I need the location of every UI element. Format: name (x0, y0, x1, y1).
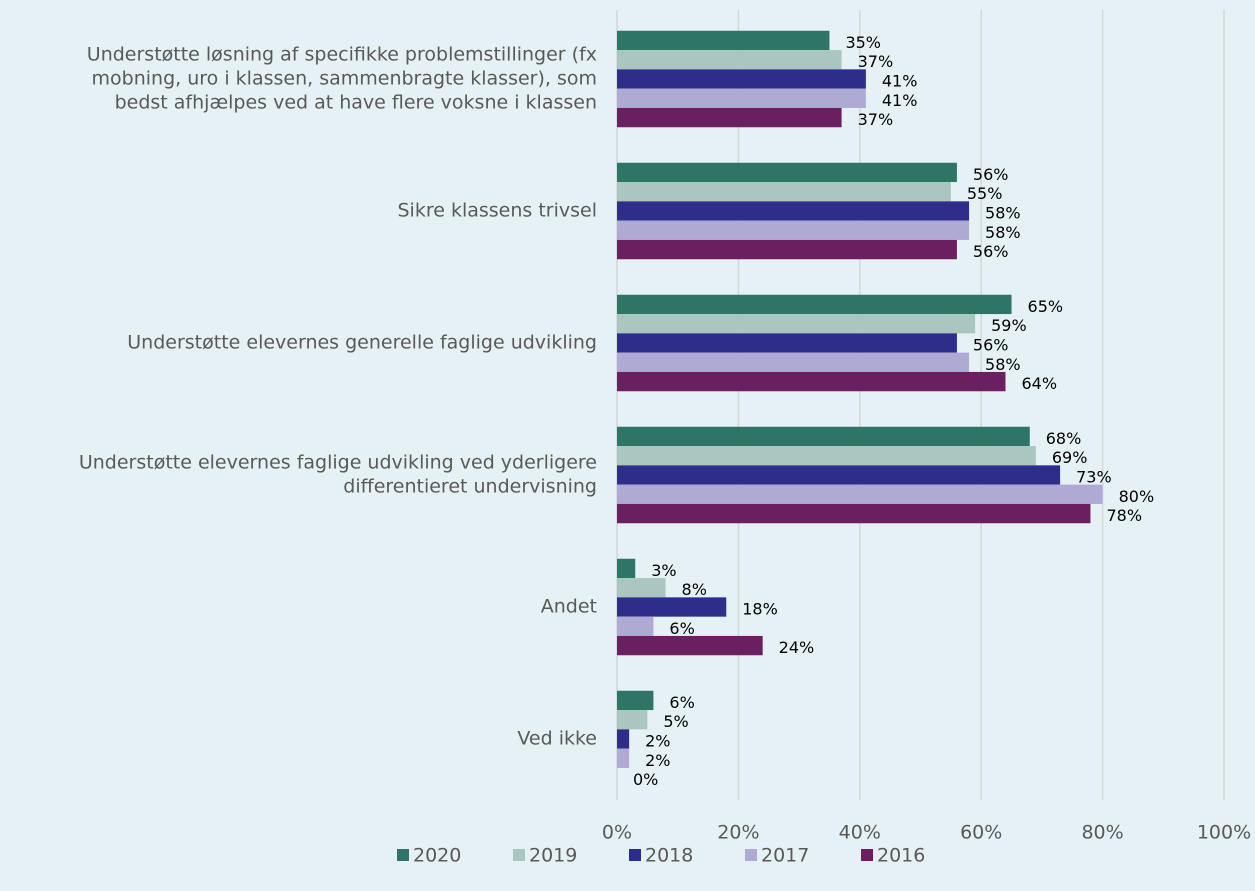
category-label: Understøtte løsning af specifikke proble… (87, 44, 597, 66)
bar (617, 446, 1036, 466)
bar (617, 30, 830, 51)
data-label: 69% (1052, 448, 1088, 467)
bar (617, 710, 648, 730)
category-label: Sikre klassens trivsel (397, 200, 597, 222)
category-label: mobning, uro i klassen, sammenbragte kla… (92, 68, 597, 90)
data-label: 37% (858, 52, 894, 71)
data-label: 6% (669, 693, 694, 712)
bar (617, 314, 976, 334)
data-label: 73% (1076, 468, 1112, 487)
data-label: 58% (985, 223, 1021, 242)
data-label: 6% (669, 619, 694, 638)
bar (617, 88, 866, 108)
legend-swatch (629, 849, 641, 861)
data-label: 56% (973, 165, 1009, 184)
bar (617, 635, 763, 656)
data-label: 56% (973, 242, 1009, 261)
bar (617, 162, 957, 183)
legend-swatch (513, 849, 525, 861)
bar (617, 616, 654, 636)
data-label: 24% (779, 638, 815, 657)
x-tick-label: 40% (839, 822, 881, 844)
bar (617, 182, 951, 202)
data-label: 58% (985, 204, 1021, 223)
bar (617, 352, 970, 372)
legend-label: 2018 (645, 845, 693, 867)
bar (617, 294, 1012, 315)
category-label: Andet (541, 596, 597, 618)
data-label: 41% (882, 91, 918, 110)
bar (617, 333, 957, 353)
data-label: 2% (645, 732, 670, 751)
x-tick-label: 20% (717, 822, 759, 844)
x-tick-label: 0% (602, 822, 632, 844)
data-label: 59% (991, 316, 1027, 335)
bar (617, 220, 970, 240)
x-tick-label: 60% (960, 822, 1002, 844)
data-label: 0% (633, 770, 658, 789)
bar (617, 239, 957, 260)
bar (617, 69, 866, 89)
bar (617, 484, 1103, 504)
bar (617, 690, 654, 711)
bar (617, 201, 970, 221)
legend-swatch (397, 849, 409, 861)
category-label: Ved ikke (517, 728, 597, 750)
bar (617, 748, 630, 768)
data-label: 78% (1106, 506, 1142, 525)
data-label: 68% (1046, 429, 1082, 448)
category-label: Understøtte elevernes generelle faglige … (127, 332, 597, 354)
data-label: 35% (845, 33, 881, 52)
data-label: 18% (742, 600, 778, 619)
data-label: 37% (858, 110, 894, 129)
bar (617, 558, 636, 579)
data-label: 58% (985, 355, 1021, 374)
bar (617, 371, 1006, 392)
category-label: bedst afhjælpes ved at have flere voksne… (115, 92, 597, 114)
data-label: 80% (1119, 487, 1155, 506)
data-label: 3% (651, 561, 676, 580)
bar (617, 503, 1091, 524)
bar (617, 465, 1061, 485)
data-label: 64% (1021, 374, 1057, 393)
data-label: 41% (882, 72, 918, 91)
bar (617, 426, 1030, 447)
x-tick-label: 80% (1081, 822, 1123, 844)
legend-swatch (861, 849, 873, 861)
x-tick-label: 100% (1197, 822, 1251, 844)
bar (617, 107, 842, 128)
category-label: Understøtte elevernes faglige udvikling … (79, 452, 597, 474)
data-label: 8% (682, 580, 707, 599)
legend-label: 2016 (877, 845, 925, 867)
data-label: 65% (1028, 297, 1064, 316)
bar (617, 578, 666, 598)
bar (617, 729, 630, 749)
legend-label: 2019 (529, 845, 577, 867)
data-label: 2% (645, 751, 670, 770)
legend-swatch (745, 849, 757, 861)
category-label: differentieret undervisning (343, 476, 597, 498)
data-label: 55% (967, 184, 1003, 203)
bar (617, 597, 727, 617)
legend-label: 2020 (413, 845, 461, 867)
legend-label: 2017 (761, 845, 809, 867)
data-label: 56% (973, 336, 1009, 355)
data-label: 5% (663, 712, 688, 731)
bar (617, 50, 842, 70)
